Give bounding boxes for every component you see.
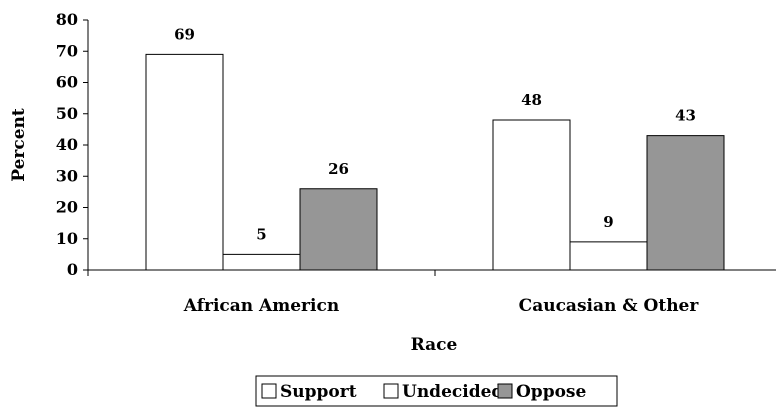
data-labels: 69 5 26 48 9 43 — [174, 25, 696, 243]
bar-oppose-2 — [646, 135, 725, 271]
y-tick-label: 10 — [56, 229, 78, 248]
bar-support-2 — [492, 119, 571, 271]
bar-oppose-1 — [299, 188, 378, 271]
data-label: 48 — [521, 91, 542, 109]
data-label: 43 — [675, 107, 696, 125]
legend-swatch-support — [261, 383, 277, 399]
bar-support-1 — [145, 53, 224, 271]
y-tick-label: 40 — [56, 135, 78, 154]
x-tick-label: Caucasian & Other — [519, 296, 700, 316]
legend-swatch-undecided — [383, 383, 399, 399]
y-axis-title: Percent — [9, 108, 29, 182]
data-label: 26 — [328, 160, 349, 178]
axes: 0 10 20 30 40 50 60 70 80 African Americn Caucasia… — [56, 10, 776, 316]
legend: Support Undecided Oppose — [255, 375, 618, 407]
data-label: 9 — [603, 213, 613, 231]
legend-label-undecided: Undecided — [402, 382, 503, 402]
y-tick-label: 20 — [56, 198, 78, 217]
legend-label-oppose: Oppose — [516, 382, 586, 402]
y-tick-label: 30 — [56, 166, 78, 185]
data-label: 5 — [256, 225, 266, 243]
y-tick-label: 60 — [56, 73, 78, 92]
bar-undecided-1 — [222, 253, 301, 271]
legend-box — [255, 375, 618, 407]
bar-undecided-2 — [569, 241, 648, 271]
y-tick-label: 50 — [56, 104, 78, 123]
x-axis-title: Race — [411, 335, 458, 355]
x-tick-label: African Americn — [183, 296, 339, 316]
data-label: 69 — [174, 25, 195, 43]
bars — [145, 53, 725, 271]
legend-label-support: Support — [280, 382, 357, 402]
y-tick-label: 0 — [67, 260, 78, 279]
y-tick-label: 70 — [56, 41, 78, 60]
y-tick-label: 80 — [56, 10, 78, 29]
legend-swatch-oppose — [497, 383, 513, 399]
